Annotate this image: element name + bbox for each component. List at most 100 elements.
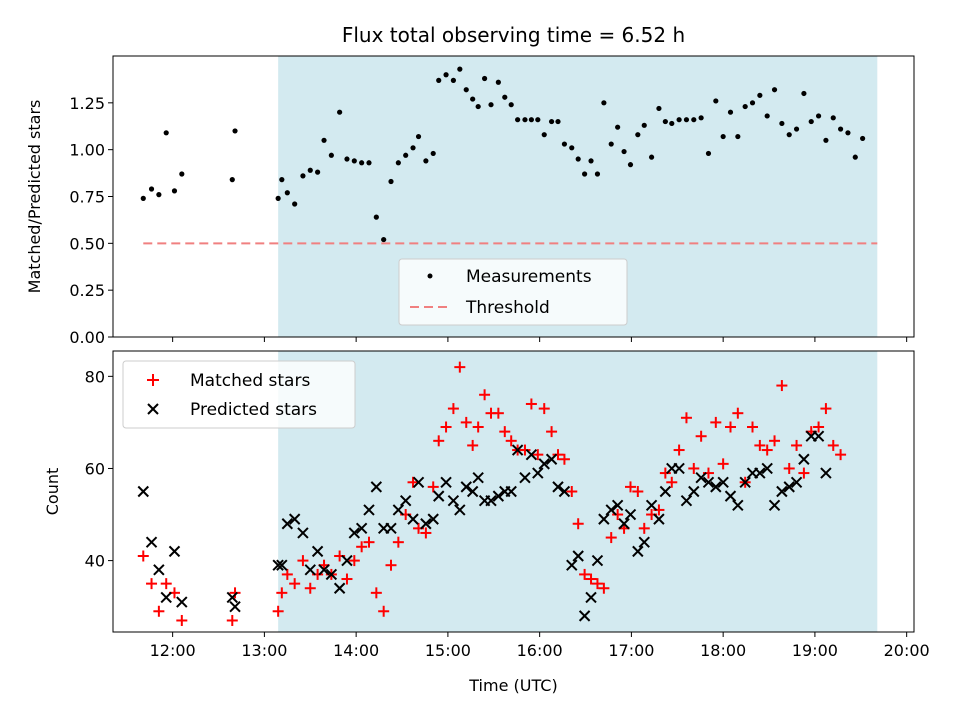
top-ytick-label: 1.25: [69, 94, 105, 113]
top-ytick-label: 0.00: [69, 328, 105, 347]
predicted-star-point: [333, 582, 346, 594]
measurement-point: [163, 130, 169, 136]
top-panel: 0.00 0.25 0.50 0.75 1.00 1.25 Matched/Predict…: [25, 55, 915, 347]
bottom-legend-box: [122, 360, 356, 429]
top-ytick-label: 0.25: [69, 281, 105, 300]
bottom-observing-span: [278, 351, 878, 632]
measurement-point: [229, 177, 235, 183]
measurement-point: [148, 186, 155, 192]
matched-star-point: [467, 439, 479, 451]
predicted-star-point: [226, 591, 238, 604]
predicted-star-point: [454, 504, 466, 516]
matched-star-point: [370, 587, 382, 599]
measurement-point: [801, 90, 807, 97]
predicted-star-point: [598, 513, 610, 525]
predicted-star-point: [385, 522, 397, 535]
matched-star-point: [392, 536, 404, 548]
predicted-star-point: [532, 467, 544, 479]
measurement-point: [366, 160, 372, 166]
matched-star-point: [519, 444, 531, 456]
bottom-legend: Matched stars Predicted stars: [122, 360, 356, 429]
xtick-label: 16:00: [517, 641, 563, 660]
predicted-star-point: [776, 485, 788, 498]
matched-star-point: [579, 568, 591, 580]
matched-star-point: [472, 421, 484, 433]
measurement-point: [328, 152, 334, 158]
measurement-point: [463, 87, 469, 93]
predicted-star-point: [288, 513, 301, 525]
measurement-point: [300, 173, 306, 179]
predicted-star-point: [276, 559, 288, 571]
measurement-point: [284, 190, 290, 196]
measurement-point: [815, 113, 822, 119]
predicted-star-point: [392, 504, 405, 516]
top-legend-box: [398, 258, 628, 326]
matched-star-point: [566, 486, 578, 497]
measurement-point: [621, 148, 627, 155]
matched-star-point: [591, 578, 603, 590]
matched-star-point: [666, 476, 678, 488]
bottom-ytick-label: 80: [85, 367, 105, 386]
measurement-point: [522, 117, 528, 123]
predicted-star-point: [485, 495, 497, 507]
matched-star-point: [798, 467, 810, 479]
measurement-point: [457, 66, 463, 72]
measurement-point: [410, 145, 416, 151]
matched-star-point: [624, 481, 636, 493]
legend-matched-marker: [147, 374, 159, 386]
measurement-point: [793, 126, 800, 132]
measurement-point: [279, 177, 285, 183]
measurement-point: [561, 141, 568, 147]
predicted-star-point: [761, 462, 773, 475]
xtick-label: 15:00: [425, 641, 471, 660]
top-legend: Measurements Threshold: [398, 258, 628, 326]
matched-star-point: [612, 509, 624, 521]
top-y-axis-label: Matched/Predicted stars: [25, 100, 44, 294]
measurement-point: [575, 156, 581, 162]
measurement-point: [698, 115, 704, 121]
measurement-point: [415, 133, 422, 140]
matched-star-point: [137, 550, 149, 562]
matched-star-point: [732, 407, 744, 419]
predicted-star-point: [318, 564, 330, 576]
measurement-point: [171, 188, 178, 194]
matched-star-point: [538, 403, 550, 415]
predicted-star-point: [552, 481, 564, 493]
xtick-label: 13:00: [241, 641, 287, 660]
legend-measurements-marker: [427, 273, 433, 279]
xtick-label: 17:00: [608, 641, 654, 660]
matched-star-point: [297, 555, 309, 567]
matched-star-point: [769, 435, 781, 447]
matched-star-point: [680, 412, 692, 424]
predicted-star-point: [297, 527, 309, 539]
matched-star-point: [546, 426, 558, 438]
matched-star-point: [146, 578, 158, 590]
predicted-star-point: [272, 559, 284, 571]
measurement-point: [381, 236, 387, 243]
measurement-point: [808, 118, 814, 125]
measurement-point: [786, 132, 792, 138]
measurement-point: [852, 154, 858, 160]
matched-star-point: [427, 481, 439, 493]
predicted-star-point: [732, 499, 744, 512]
predicted-star-point: [137, 485, 149, 498]
matched-star-point: [638, 522, 650, 534]
predicted-star-point: [433, 490, 445, 502]
measurement-point: [830, 115, 836, 121]
matched-star-point: [835, 449, 847, 461]
top-ytick-label: 1.00: [69, 141, 105, 160]
measurement-point: [443, 72, 449, 78]
matched-star-point: [695, 430, 707, 442]
matched-star-point: [229, 587, 241, 599]
predicted-star-point: [739, 476, 751, 488]
measurement-point: [742, 103, 748, 110]
matched-star-point: [820, 403, 832, 415]
matched-star-point: [348, 555, 360, 567]
top-ytick-label: 0.75: [69, 188, 105, 207]
matched-star-point: [176, 614, 188, 626]
measurement-point: [569, 145, 575, 151]
measurement-point: [764, 113, 770, 119]
measurement-point: [713, 98, 719, 104]
predicted-star-point: [348, 527, 361, 539]
xtick-label: 20:00: [884, 641, 930, 660]
